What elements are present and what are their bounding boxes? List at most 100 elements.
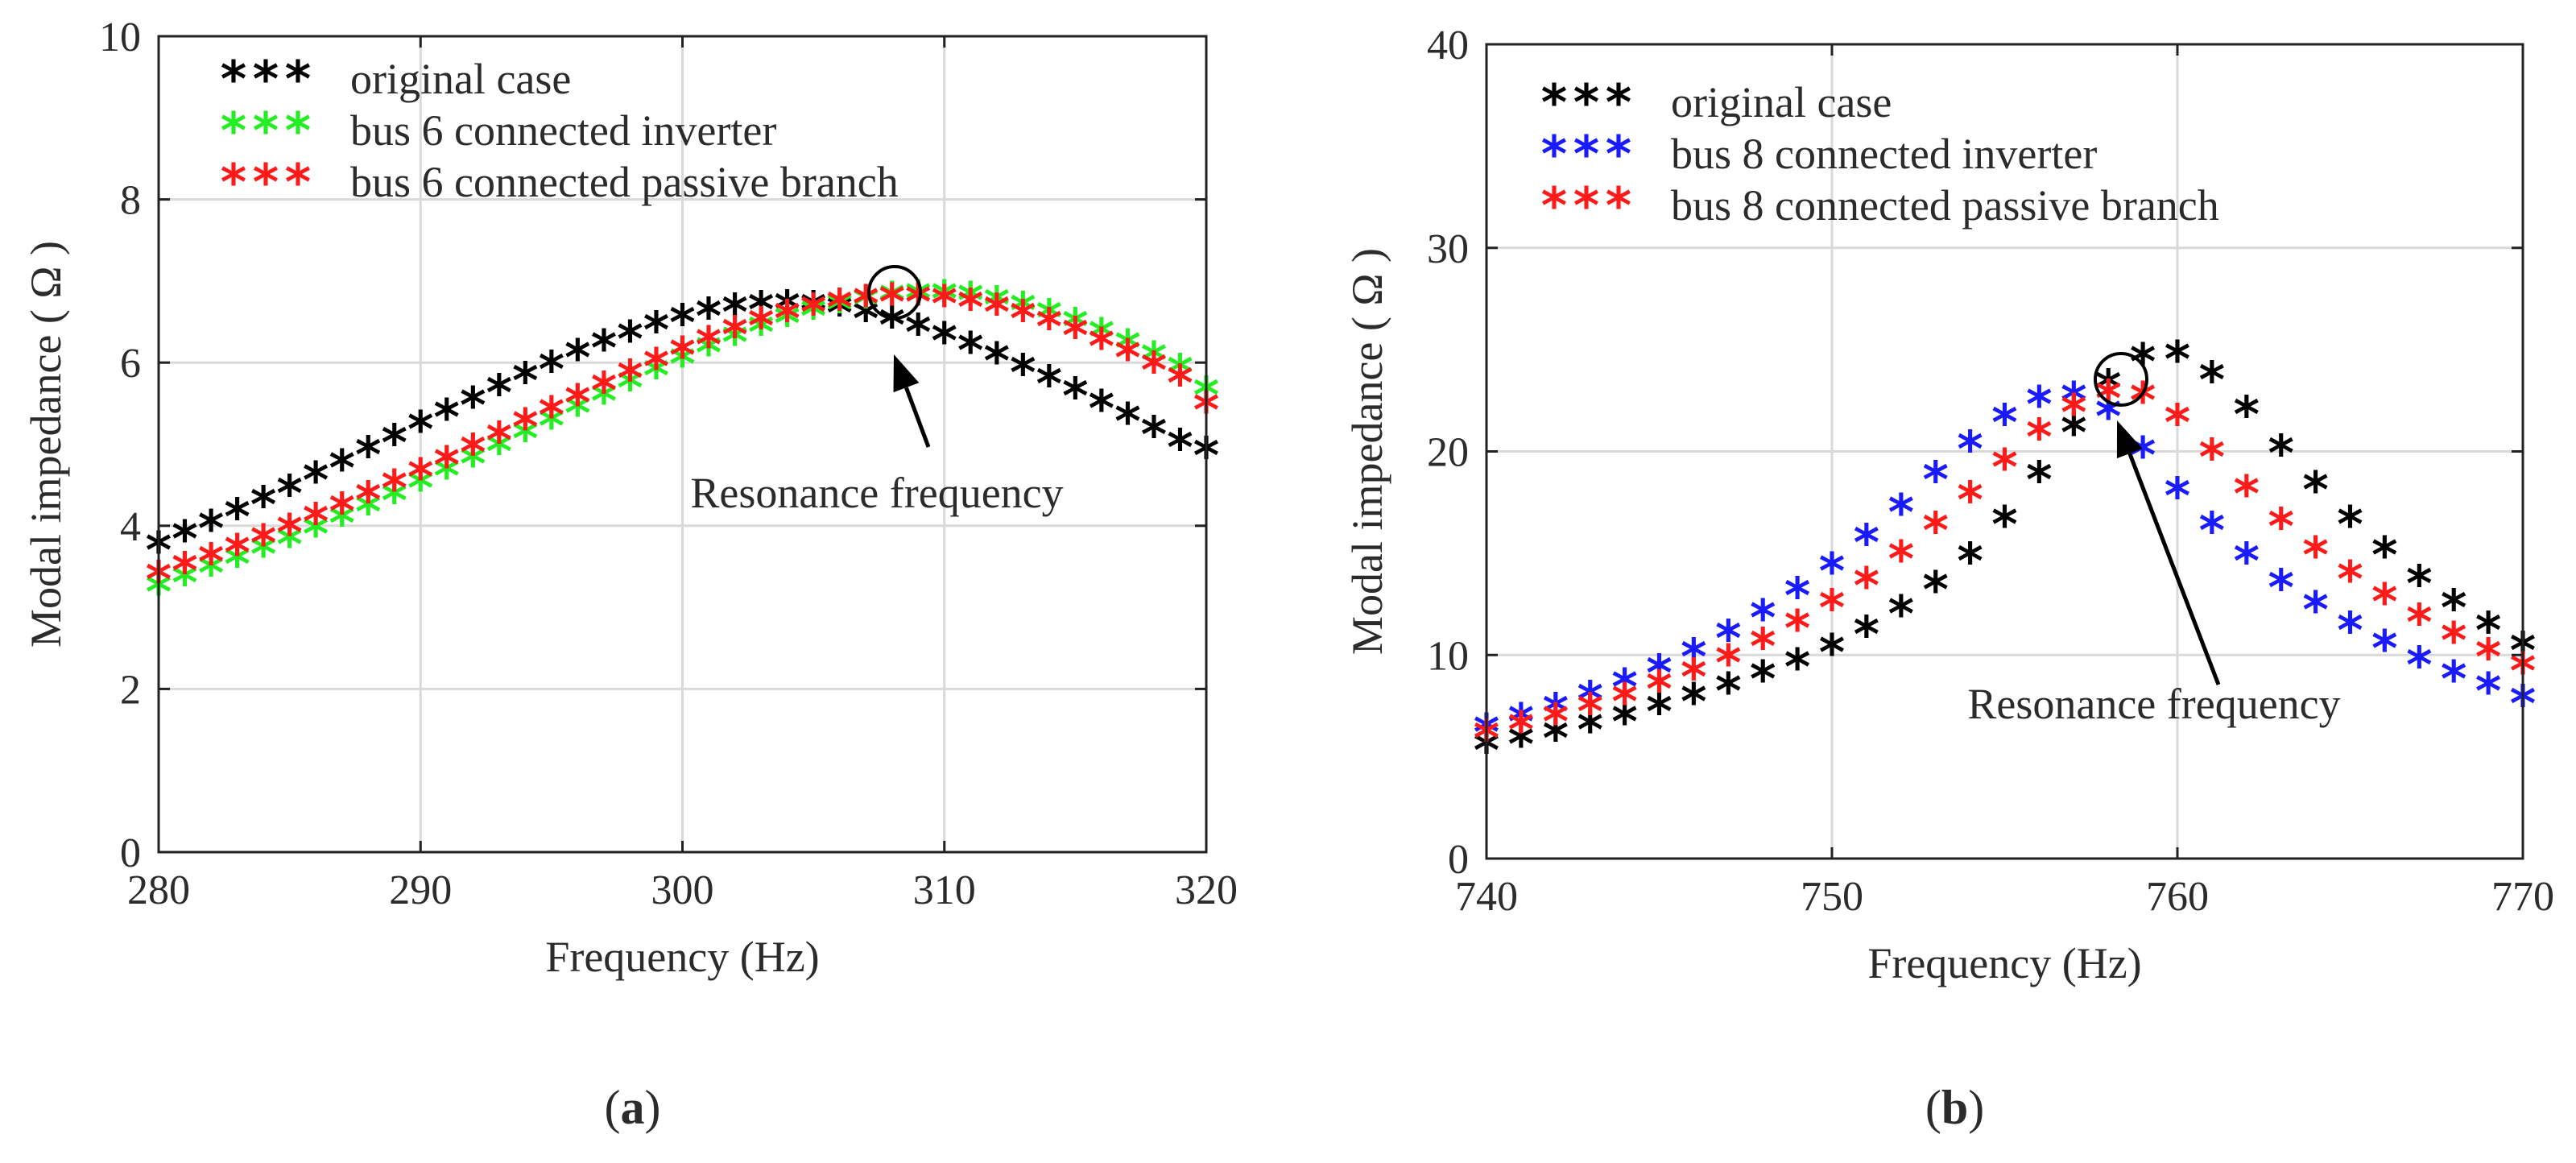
- data-point: *: [722, 283, 747, 341]
- chart-panel-a: * * * * * * * * * * * * * * * * * * * * * * * * * * * * * * * * * * * * * * * *…: [22, 14, 1238, 1134]
- data-point: *: [355, 483, 381, 542]
- data-point: *: [434, 436, 460, 495]
- data-point: *: [957, 321, 983, 380]
- data-point: *: [774, 279, 800, 338]
- y-axis-label: Modal impedance ( Ω ): [22, 241, 70, 648]
- data-point: *: [1922, 502, 1948, 561]
- data-point: *: [2026, 375, 2052, 434]
- data-point: *: [1141, 331, 1167, 390]
- data-point: *: [486, 423, 512, 482]
- data-point: *: [2337, 495, 2363, 554]
- resonance-annotation: Resonance frequency: [1967, 352, 2341, 728]
- y-tick-label: 20: [1427, 430, 1469, 476]
- data-point: *: [382, 471, 407, 530]
- data-point: *: [1646, 644, 1672, 702]
- data-point: *: [2026, 450, 2052, 509]
- data-point: *: [800, 283, 826, 341]
- data-point: *: [2475, 662, 2501, 721]
- x-tick-label: 750: [1801, 874, 1863, 920]
- data-point: *: [748, 280, 774, 339]
- y-axis-label: Modal impedance ( Ω ): [1343, 248, 1391, 655]
- data-point: *: [1508, 715, 1534, 774]
- data-point: *: [2337, 550, 2363, 609]
- data-point: *: [2302, 461, 2328, 519]
- data-point: *: [539, 340, 564, 399]
- series-1: * * * * * * * * * * * * * * ***** * * ****** * * * *: [1474, 330, 2536, 780]
- data-point: *: [1543, 682, 1569, 741]
- x-tick-label: 740: [1455, 874, 1518, 920]
- data-point: *: [617, 359, 643, 418]
- x-tick-label: 280: [127, 867, 190, 913]
- data-point: *: [853, 275, 879, 334]
- x-axis-label: Frequency (Hz): [1867, 939, 2141, 987]
- data-point: *: [1036, 298, 1062, 357]
- legend-marker: *: [285, 50, 311, 109]
- data-point: *: [1715, 662, 1741, 721]
- data-point: *: [1888, 585, 1914, 644]
- data-point: *: [826, 284, 852, 342]
- data-point: *: [276, 464, 302, 523]
- data-point: *: [853, 275, 879, 333]
- data-point: *: [2199, 502, 2225, 561]
- data-point: *: [539, 397, 564, 456]
- data-point: *: [382, 413, 407, 472]
- data-point: *: [591, 319, 617, 378]
- data-point: *: [2095, 369, 2121, 428]
- data-point: *: [696, 287, 722, 346]
- data-point: *: [1681, 673, 1706, 731]
- data-point: *: [1036, 288, 1062, 347]
- x-tick-label: 290: [389, 867, 452, 913]
- data-point: *: [800, 280, 826, 339]
- data-point: *: [1750, 650, 1776, 709]
- data-point: *: [460, 435, 486, 494]
- data-point: *: [1991, 495, 2017, 554]
- legend-marker: *: [221, 101, 246, 160]
- data-point: *: [1062, 367, 1088, 426]
- data-point: *: [1508, 693, 1534, 751]
- data-point: *: [1577, 682, 1602, 741]
- data-point: *: [172, 541, 197, 600]
- data-point: *: [2475, 627, 2501, 686]
- x-tick-label: 320: [1175, 867, 1238, 913]
- data-point: *: [2199, 428, 2225, 487]
- data-point: *: [1854, 605, 1879, 664]
- data-point: *: [329, 439, 354, 498]
- data-point: *: [826, 280, 852, 339]
- data-point: *: [2165, 330, 2190, 389]
- data-point: *: [2234, 532, 2260, 590]
- data-point: *: [1141, 405, 1167, 464]
- y-tick-label: 10: [1427, 633, 1469, 679]
- data-point: *: [2199, 351, 2225, 410]
- data-point: *: [1784, 599, 1810, 658]
- data-point: *: [1577, 701, 1602, 759]
- data-point: *: [1991, 438, 2017, 497]
- legend-label: bus 6 connected inverter: [350, 106, 776, 155]
- data-point: *: [512, 398, 538, 457]
- data-point: *: [643, 337, 669, 396]
- legend-marker: *: [253, 101, 279, 160]
- legend-marker: *: [253, 153, 279, 212]
- data-point: *: [2268, 558, 2293, 617]
- data-point: *: [643, 301, 669, 360]
- data-point: *: [932, 275, 957, 333]
- legend-marker: *: [1573, 176, 1599, 235]
- legend-marker: *: [253, 50, 279, 109]
- data-point: *: [2371, 526, 2397, 585]
- y-tick-label: 10: [99, 14, 141, 60]
- data-point: *: [382, 459, 407, 518]
- data-point: *: [1750, 589, 1776, 648]
- data-point: *: [2130, 426, 2156, 485]
- legend-marker: *: [1606, 125, 1631, 184]
- annotation-text: Resonance frequency: [1967, 680, 2340, 728]
- y-tick-label: 4: [120, 504, 141, 550]
- series-2: * * * * * * * * * * * * * * * * * * * * * * * * * * * * * * * * * * * * * * * *…: [146, 270, 1219, 622]
- arrow-head: [893, 354, 920, 393]
- legend-label: bus 6 connected passive branch: [350, 158, 899, 206]
- data-point: *: [512, 351, 538, 410]
- data-point: *: [1611, 658, 1637, 717]
- y-tick-label: 2: [120, 667, 141, 713]
- legend-marker: *: [221, 153, 246, 212]
- data-point: *: [460, 424, 486, 482]
- data-point: *: [2095, 359, 2121, 418]
- data-point: *: [1922, 450, 1948, 509]
